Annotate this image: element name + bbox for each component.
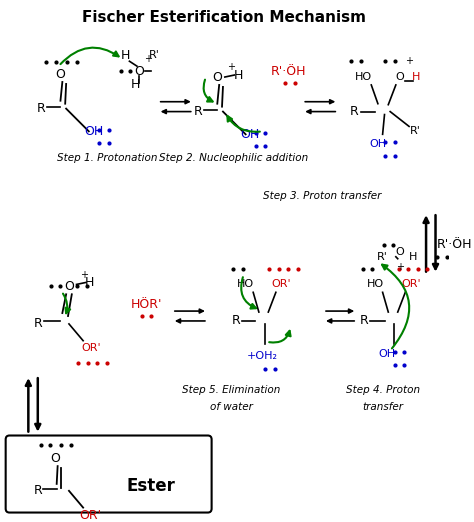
Text: +: + <box>80 269 88 280</box>
Text: O: O <box>50 452 60 465</box>
Text: +: + <box>396 262 404 271</box>
Text: OH: OH <box>379 349 396 359</box>
Text: OR': OR' <box>80 509 102 522</box>
Text: HO: HO <box>237 279 254 289</box>
Text: O: O <box>395 72 404 82</box>
Text: H: H <box>130 78 140 91</box>
Text: O: O <box>395 247 404 257</box>
Text: OR': OR' <box>401 279 421 289</box>
Text: O: O <box>212 70 222 84</box>
Text: R'·ÖH: R'·ÖH <box>437 239 472 252</box>
Text: R': R' <box>148 50 159 61</box>
Text: R: R <box>232 314 241 327</box>
Text: +: + <box>144 54 152 64</box>
Text: Step 2. Nucleophilic addition: Step 2. Nucleophilic addition <box>159 153 308 163</box>
Text: R: R <box>359 314 368 327</box>
Text: H: H <box>233 68 243 81</box>
Text: HÖR': HÖR' <box>131 298 162 311</box>
Text: HO: HO <box>355 72 372 82</box>
Text: R': R' <box>410 126 421 136</box>
Text: +: + <box>405 56 413 66</box>
Text: H: H <box>85 276 94 289</box>
Text: Step 3. Proton transfer: Step 3. Proton transfer <box>263 191 381 200</box>
Text: R: R <box>33 317 42 330</box>
Text: R: R <box>350 105 359 118</box>
Text: Step 1. Protonation: Step 1. Protonation <box>57 153 157 163</box>
Text: O: O <box>64 280 74 293</box>
Text: HO: HO <box>366 279 383 289</box>
Text: O: O <box>134 65 144 78</box>
Text: of water: of water <box>210 402 253 412</box>
Text: OR': OR' <box>272 279 292 289</box>
FancyBboxPatch shape <box>6 435 211 513</box>
Text: O: O <box>55 67 65 80</box>
Text: Step 5. Elimination: Step 5. Elimination <box>182 385 281 395</box>
Text: R: R <box>37 102 46 115</box>
Text: +OH₂: +OH₂ <box>247 350 278 361</box>
Text: Ester: Ester <box>127 477 175 495</box>
Text: R': R' <box>377 252 388 262</box>
Text: H: H <box>411 72 420 82</box>
Text: Fischer Esterification Mechanism: Fischer Esterification Mechanism <box>82 10 366 25</box>
Text: OH: OH <box>369 139 386 149</box>
Text: R'·ÖH: R'·ÖH <box>270 65 306 78</box>
Text: Step 4. Proton: Step 4. Proton <box>346 385 419 395</box>
Text: transfer: transfer <box>362 402 403 412</box>
Text: R: R <box>194 105 203 118</box>
Text: H: H <box>121 49 130 62</box>
Text: OH: OH <box>84 125 103 138</box>
Text: OH: OH <box>241 128 260 141</box>
Text: +: + <box>228 62 236 72</box>
Text: OR': OR' <box>81 342 100 353</box>
Text: H: H <box>409 252 417 262</box>
Text: R: R <box>33 484 42 497</box>
